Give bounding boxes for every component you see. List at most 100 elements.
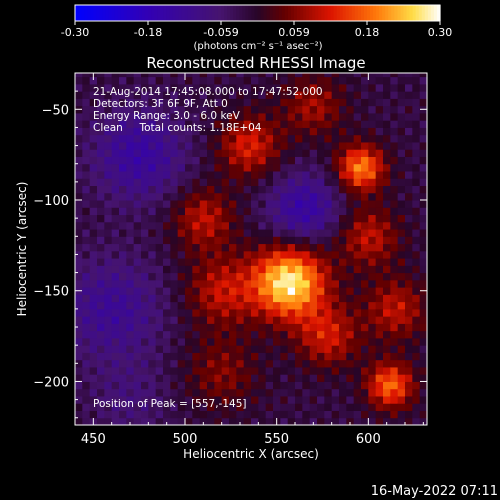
heatmap-cell	[309, 207, 318, 216]
colorbar-cell	[421, 5, 426, 21]
heatmap-cell	[119, 91, 127, 99]
heatmap-cell	[243, 395, 252, 404]
heatmap-cell	[119, 417, 127, 425]
heatmap-cell	[75, 170, 83, 179]
heatmap-cell	[280, 294, 289, 303]
heatmap-cell	[397, 316, 406, 324]
colorbar-cell	[242, 5, 246, 21]
heatmap-cell	[82, 381, 91, 390]
heatmap-cell	[243, 410, 252, 419]
heatmap-cell	[353, 265, 362, 274]
heatmap-cell	[97, 243, 105, 252]
heatmap-cell	[141, 287, 149, 295]
heatmap-cell	[397, 149, 406, 157]
heatmap-cell	[361, 185, 369, 194]
heatmap-cell	[331, 120, 340, 128]
heatmap-cell	[317, 243, 325, 252]
heatmap-cell	[302, 403, 311, 411]
heatmap-cell	[177, 395, 186, 404]
heatmap-cell	[412, 265, 421, 274]
heatmap-cell	[251, 214, 259, 223]
heatmap-cell	[419, 98, 427, 107]
heatmap-cell	[251, 83, 259, 92]
heatmap-cell	[265, 352, 274, 361]
heatmap-cell	[207, 134, 215, 143]
heatmap-cell	[97, 178, 105, 186]
heatmap-cell	[317, 214, 325, 223]
heatmap-cell	[214, 192, 223, 201]
heatmap-cell	[111, 323, 120, 332]
heatmap-cell	[280, 272, 289, 281]
heatmap-cell	[265, 170, 274, 179]
heatmap-cell	[111, 352, 120, 361]
x-tick-label: 450	[81, 432, 106, 447]
heatmap-cell	[111, 170, 120, 179]
colorbar-cell	[278, 5, 283, 21]
heatmap-cell	[405, 366, 413, 375]
heatmap-cell	[133, 192, 142, 201]
heatmap-cell	[280, 192, 289, 201]
colorbar-cell	[163, 5, 167, 21]
heatmap-cell	[177, 192, 186, 201]
heatmap-cell	[419, 141, 427, 150]
heatmap-cell	[265, 236, 274, 245]
heatmap-cell	[368, 127, 377, 136]
heatmap-cell	[148, 91, 157, 99]
heatmap-cell	[405, 170, 413, 179]
heatmap-cell	[141, 330, 149, 339]
heatmap-cell	[368, 381, 377, 390]
heatmap-cell	[419, 388, 427, 397]
heatmap-cell	[111, 243, 120, 252]
heatmap-cell	[89, 410, 98, 419]
heatmap-cell	[368, 170, 377, 179]
heatmap-cell	[89, 76, 98, 85]
heatmap-cell	[390, 403, 399, 411]
heatmap-cell	[177, 141, 186, 150]
heatmap-cell	[192, 141, 201, 150]
heatmap-cell	[126, 308, 135, 317]
heatmap-cell	[375, 381, 384, 390]
heatmap-cell	[368, 403, 377, 411]
colorbar-cell	[327, 5, 332, 21]
heatmap-cell	[339, 272, 347, 281]
heatmap-cell	[412, 214, 421, 223]
colorbar-cell	[123, 5, 128, 21]
heatmap-cell	[119, 279, 127, 288]
heatmap-cell	[302, 258, 311, 266]
heatmap-cell	[397, 243, 406, 252]
heatmap-cell	[339, 381, 347, 390]
heatmap-cell	[368, 120, 377, 128]
heatmap-cell	[258, 170, 267, 179]
heatmap-cell	[221, 374, 230, 382]
colorbar-cell	[330, 5, 335, 21]
heatmap-cell	[170, 76, 179, 85]
heatmap-cell	[177, 388, 186, 397]
heatmap-cell	[133, 337, 142, 346]
heatmap-cell	[75, 323, 83, 332]
heatmap-cell	[229, 330, 237, 339]
heatmap-cell	[243, 73, 252, 78]
heatmap-cell	[82, 156, 91, 165]
colorbar-cell	[190, 5, 195, 21]
heatmap-cell	[221, 221, 230, 230]
heatmap-cell	[390, 221, 399, 230]
heatmap-cell	[229, 127, 237, 136]
heatmap-cell	[251, 294, 259, 303]
heatmap-cell	[317, 258, 325, 266]
heatmap-cell	[170, 337, 179, 346]
heatmap-cell	[331, 141, 340, 150]
heatmap-cell	[375, 98, 384, 107]
heatmap-cell	[295, 294, 303, 303]
heatmap-cell	[192, 316, 201, 324]
heatmap-cell	[229, 76, 237, 85]
heatmap-cell	[317, 330, 325, 339]
heatmap-cell	[119, 229, 127, 237]
heatmap-cell	[331, 316, 340, 324]
colorbar-cell	[84, 5, 88, 21]
heatmap-cell	[353, 149, 362, 157]
heatmap-cell	[287, 229, 296, 237]
colorbar-cell	[111, 5, 116, 21]
heatmap-cell	[163, 308, 171, 317]
heatmap-cell	[97, 337, 105, 346]
heatmap-cell	[419, 149, 427, 157]
